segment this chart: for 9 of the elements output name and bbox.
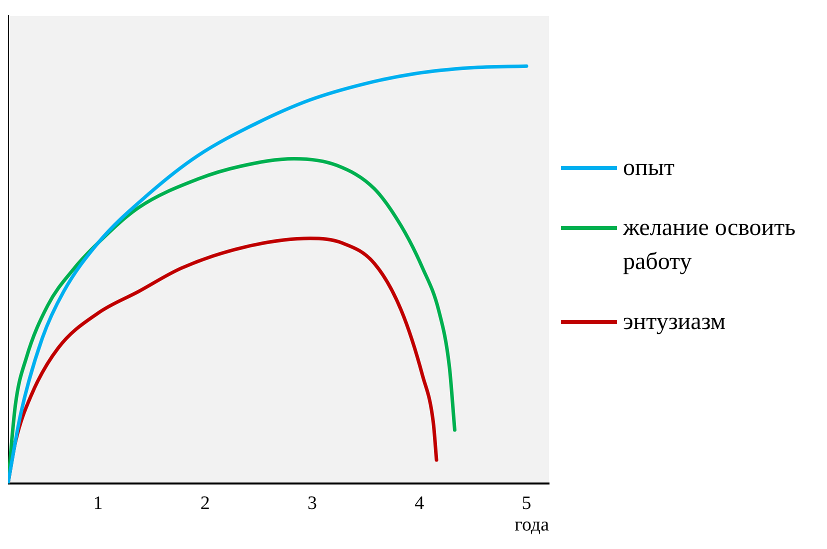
x-tick-label: 5 bbox=[522, 492, 532, 514]
x-tick-label: 2 bbox=[200, 492, 210, 514]
x-tick-label: 3 bbox=[307, 492, 317, 514]
legend-label: желание освоить работу bbox=[623, 214, 797, 276]
x-tick-label: 4 bbox=[414, 492, 425, 514]
legend-label: энтузиазм bbox=[623, 308, 726, 336]
legend-label: опыт bbox=[623, 154, 674, 182]
x-axis-title: года bbox=[514, 514, 550, 536]
x-tick-label: 1 bbox=[93, 492, 103, 514]
